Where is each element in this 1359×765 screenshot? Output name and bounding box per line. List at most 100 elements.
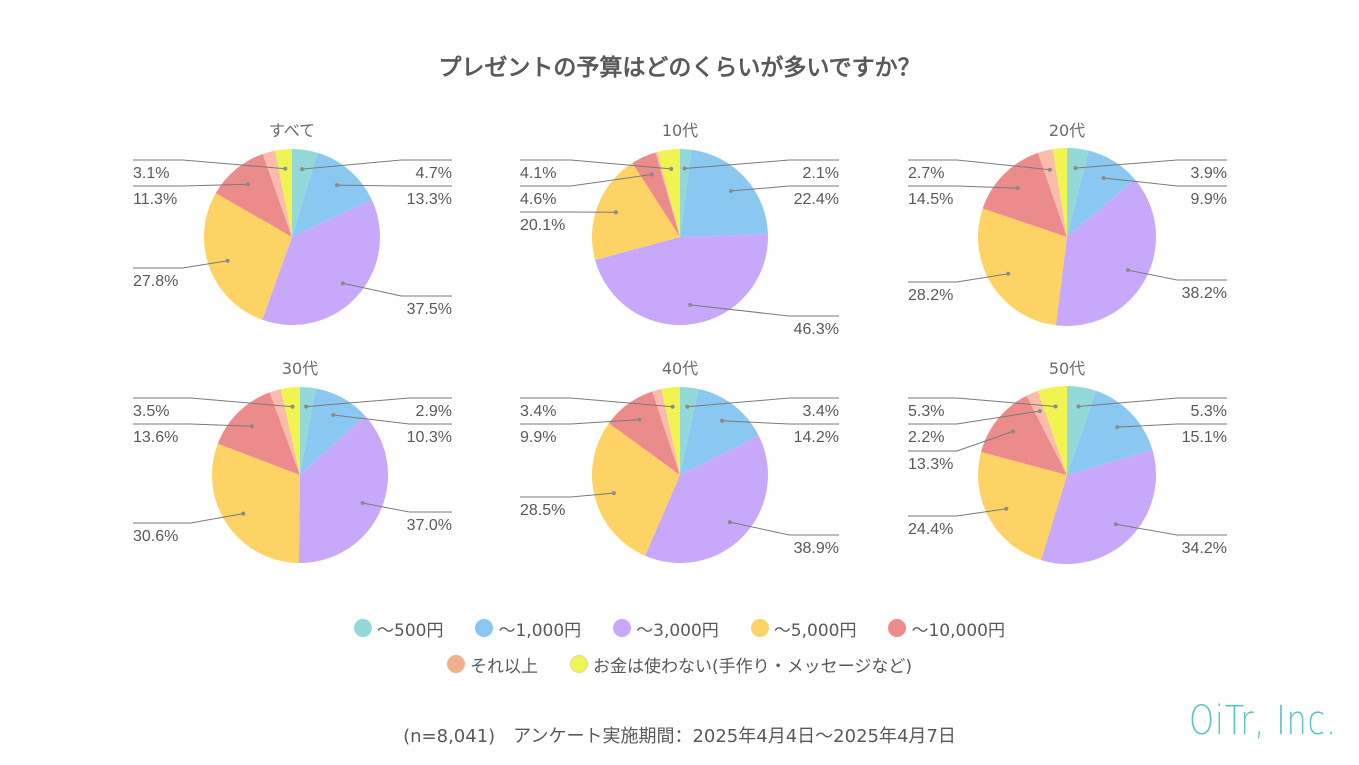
pie-subtitle: 40代 <box>662 359 698 378</box>
pie-slice <box>300 387 316 475</box>
legend-item-3000: 〜3,000円 <box>613 616 719 641</box>
data-label: 38.2% <box>1182 285 1227 302</box>
leader-line <box>908 397 1056 407</box>
leader-line <box>520 174 652 187</box>
data-label: 20.1% <box>520 217 565 234</box>
leader-dot <box>669 166 674 171</box>
legend-label: 〜5,000円 <box>773 620 857 641</box>
leader-dot <box>670 404 675 409</box>
pie-slice <box>1052 148 1067 237</box>
pie-subtitle: すべて <box>269 121 315 140</box>
data-label: 13.3% <box>908 456 953 473</box>
pie-slice <box>680 148 692 237</box>
pie-slice <box>1067 386 1097 475</box>
data-label: 37.5% <box>407 301 452 318</box>
leader-dot <box>688 302 693 307</box>
legend-swatch-icon <box>888 619 907 637</box>
leader-dot <box>1004 506 1009 511</box>
leader-dot <box>1101 176 1106 180</box>
pie-slice <box>981 395 1067 475</box>
pie-subtitle: 50代 <box>1049 359 1085 378</box>
pie-slice <box>978 452 1067 561</box>
leader-line <box>302 159 452 170</box>
legend-item-10000: 〜10,000円 <box>888 616 1005 641</box>
leader-dot <box>1113 522 1118 527</box>
leader-dot <box>720 418 725 423</box>
pie-slice <box>978 208 1067 326</box>
pie-subtitle: 10代 <box>662 121 698 140</box>
pie-slice <box>262 150 292 237</box>
pie-slice <box>608 391 680 475</box>
data-label: 27.8% <box>133 273 178 290</box>
leader-line <box>133 159 286 170</box>
leader-dot <box>304 404 309 409</box>
pie-slice <box>1041 449 1156 564</box>
legend-swatch-icon <box>750 619 769 637</box>
data-label: 22.4% <box>794 191 839 208</box>
pie-slice <box>592 423 680 556</box>
pie-slice <box>982 152 1067 237</box>
pie-slice <box>1067 148 1089 237</box>
leader-line <box>1078 397 1227 407</box>
leader-dot <box>1047 167 1052 172</box>
leader-line <box>520 159 672 170</box>
leader-line <box>520 492 614 498</box>
leader-dot <box>290 404 295 409</box>
leader-line <box>520 397 673 408</box>
legend-item-no-money: お金は使わない(手作り・メッセージなど) <box>570 652 912 677</box>
data-label: 28.5% <box>520 502 565 519</box>
leader-line <box>1103 177 1227 187</box>
leader-dot <box>1076 404 1081 409</box>
data-label: 14.2% <box>794 429 839 446</box>
pie-slice <box>680 149 768 237</box>
leader-line <box>1127 269 1227 281</box>
pie-slice <box>595 234 769 325</box>
leader-line <box>333 414 452 425</box>
data-label: 2.7% <box>908 165 944 182</box>
pie-slice <box>212 443 300 563</box>
leader-dot <box>1115 425 1120 430</box>
pie-slice <box>1055 179 1157 327</box>
legend-item-more: それ以上 <box>447 652 538 677</box>
leader-line <box>687 397 839 408</box>
data-label: 2.1% <box>803 165 839 182</box>
pie-chart-1: 10代 2.1% 22.4% 46.3% 20.1% 4.6% 4.1% <box>520 121 839 338</box>
data-label: 4.6% <box>520 191 556 208</box>
data-label: 3.4% <box>803 403 839 420</box>
pie-slice <box>592 163 680 260</box>
leader-dot <box>611 491 616 496</box>
pie-slice <box>269 389 300 475</box>
data-label: 13.3% <box>407 191 452 208</box>
pie-slice <box>280 387 300 475</box>
pie-slice <box>1037 386 1067 475</box>
pie-slice <box>1067 390 1153 475</box>
legend-label: 〜3,000円 <box>636 620 719 641</box>
leader-dot <box>727 520 732 525</box>
data-label: 5.3% <box>1191 403 1227 420</box>
data-label: 4.1% <box>520 165 556 182</box>
pie-chart-4: 40代 3.4% 14.2% 38.9% 28.5% 9.9% 3.4% <box>520 359 839 563</box>
leader-dot <box>283 166 288 171</box>
data-label: 11.3% <box>133 191 177 208</box>
leader-dot <box>360 501 365 505</box>
leader-dot <box>1015 186 1020 191</box>
pie-chart-5: 50代 5.3% 15.1% 34.2% 24.4% 13.3% 2.2% 5.3% <box>908 359 1227 564</box>
data-label: 38.9% <box>794 540 839 557</box>
legend-label: それ以上 <box>470 656 539 677</box>
pie-slice <box>661 387 680 475</box>
leader-line <box>729 521 839 536</box>
pie-slice <box>262 199 380 326</box>
data-label: 37.0% <box>407 517 452 534</box>
pie-slice <box>274 149 292 237</box>
leader-dot <box>685 404 690 409</box>
leader-line <box>133 260 228 269</box>
leader-dot <box>613 210 618 215</box>
leader-dot <box>637 417 642 422</box>
data-label: 2.2% <box>908 429 944 446</box>
leader-line <box>690 304 839 317</box>
leader-dot <box>300 167 305 172</box>
legend-swatch-icon <box>613 619 632 637</box>
data-label: 46.3% <box>794 321 839 338</box>
leader-line <box>133 513 244 524</box>
leader-line <box>908 273 1009 283</box>
